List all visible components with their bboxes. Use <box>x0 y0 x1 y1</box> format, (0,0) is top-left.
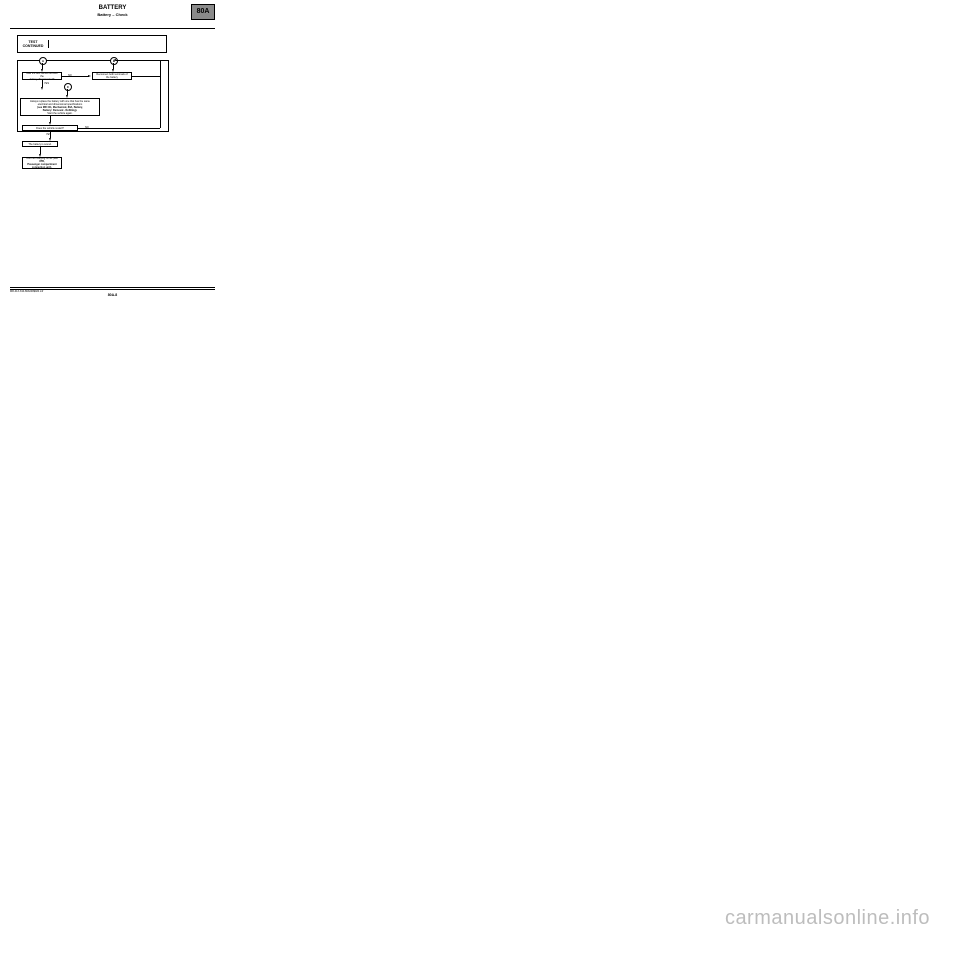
page-frame: TEST CONTINUED A B Was the test carried … <box>10 28 215 288</box>
line <box>42 80 43 87</box>
header-subtitle: Battery – Check <box>10 12 215 18</box>
line <box>160 76 161 128</box>
question-disconnected: Was the test carried out with the batter… <box>22 72 62 80</box>
line <box>62 76 89 77</box>
arrow <box>113 59 116 61</box>
arrow <box>41 87 43 90</box>
connector-c: C <box>64 83 72 91</box>
watermark: carmanualsonline.info <box>725 907 930 930</box>
section-badge: 80A <box>191 4 215 20</box>
footer-page: 80A-8 <box>10 293 215 297</box>
test-continued-label: TEST CONTINUED <box>18 40 49 48</box>
label-yes: YES <box>44 82 49 85</box>
header-title: BATTERY <box>10 4 215 12</box>
connector-a: A <box>39 57 47 65</box>
line <box>78 128 160 129</box>
test-continued-box: TEST CONTINUED <box>17 35 167 53</box>
label-yes: YES <box>46 133 51 136</box>
box-test-charging: Test the charging circuit (see 87B, Pass… <box>22 157 62 169</box>
line <box>40 147 41 154</box>
box-replace-battery: Always replace the battery with one that… <box>20 98 100 116</box>
line <box>160 60 161 76</box>
line <box>116 60 160 61</box>
label-no: NO <box>85 126 89 129</box>
arrow <box>88 75 91 77</box>
line <box>132 76 160 77</box>
page-header: BATTERY Battery – Check 80A <box>10 4 215 24</box>
box-reconnect: Reconnect both terminals of the battery <box>92 72 132 80</box>
label-no: NO <box>68 74 72 77</box>
